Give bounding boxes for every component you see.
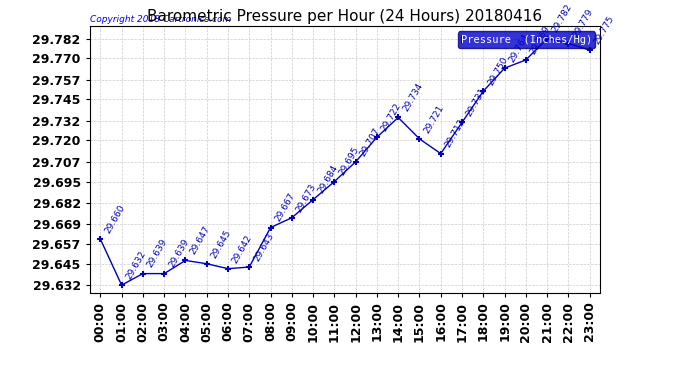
Title: Barometric Pressure per Hour (24 Hours) 20180416: Barometric Pressure per Hour (24 Hours) …	[148, 9, 542, 24]
Legend: Pressure  (Inches/Hg): Pressure (Inches/Hg)	[457, 32, 595, 48]
Text: 29.632: 29.632	[124, 249, 148, 281]
Text: 29.660: 29.660	[103, 203, 127, 235]
Text: 29.722: 29.722	[380, 102, 403, 133]
Text: 29.639: 29.639	[146, 238, 169, 269]
Text: 29.775: 29.775	[593, 14, 616, 46]
Text: 29.721: 29.721	[422, 103, 446, 135]
Text: 29.673: 29.673	[295, 182, 318, 213]
Text: 29.642: 29.642	[230, 233, 254, 264]
Text: 29.695: 29.695	[337, 146, 361, 177]
Text: 29.731: 29.731	[465, 87, 489, 118]
Text: 29.734: 29.734	[401, 82, 424, 113]
Text: 29.769: 29.769	[529, 24, 552, 56]
Text: 29.645: 29.645	[210, 228, 233, 260]
Text: Copyright 2018 Cartronics.com: Copyright 2018 Cartronics.com	[90, 15, 231, 24]
Text: 29.639: 29.639	[167, 238, 190, 269]
Text: 29.764: 29.764	[507, 32, 531, 64]
Text: 29.643: 29.643	[252, 231, 275, 263]
Text: 29.684: 29.684	[316, 164, 339, 195]
Text: 29.750: 29.750	[486, 55, 510, 87]
Text: 29.779: 29.779	[571, 8, 595, 39]
Text: 29.712: 29.712	[444, 118, 467, 150]
Text: 29.707: 29.707	[358, 126, 382, 158]
Text: 29.782: 29.782	[550, 3, 573, 34]
Text: 29.667: 29.667	[273, 192, 297, 224]
Text: 29.647: 29.647	[188, 225, 212, 256]
